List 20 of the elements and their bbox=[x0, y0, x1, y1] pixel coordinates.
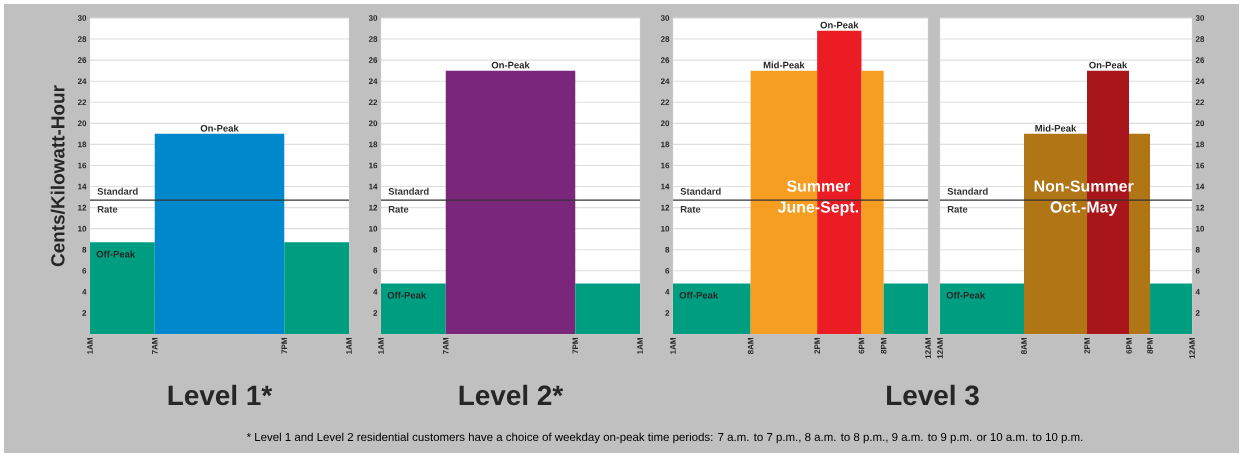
ref-line-label: Standard Rate bbox=[388, 187, 429, 213]
text: Non-Summer Oct.-May bbox=[1034, 180, 1134, 216]
ref-line-label: Standard Rate bbox=[947, 187, 988, 213]
text: * Level 1 and Level 2 residential customers have a choice of weekday on-peak time periods: 7 a.m. to 7 p.m., 8 a.m. to 8 p.m., 9 a.m. to 9 p.m. or 10 a.m. to 10 p.m. bbox=[246, 432, 1083, 444]
series-label: Off-Peak bbox=[96, 250, 136, 258]
series-label: Mid-Peak bbox=[763, 61, 805, 69]
y-axis-title: Cents/Kilowatt-Hour bbox=[50, 85, 65, 267]
series-label: Off-Peak bbox=[387, 291, 427, 299]
text: Level 2* bbox=[459, 384, 564, 406]
series-label: On-Peak bbox=[1089, 61, 1128, 69]
series-label: On-Peak bbox=[200, 124, 239, 132]
series-label: On-Peak bbox=[491, 61, 530, 69]
series-label: On-Peak bbox=[820, 21, 859, 29]
ref-line-label: Standard Rate bbox=[97, 187, 138, 213]
series-label: Off-Peak bbox=[679, 291, 719, 299]
text: Level 1* bbox=[168, 384, 273, 406]
series-label: Mid-Peak bbox=[1035, 124, 1077, 132]
series-label: Off-Peak bbox=[946, 291, 986, 299]
text: Level 3 bbox=[887, 384, 979, 406]
ref-line-label: Standard Rate bbox=[680, 187, 721, 213]
